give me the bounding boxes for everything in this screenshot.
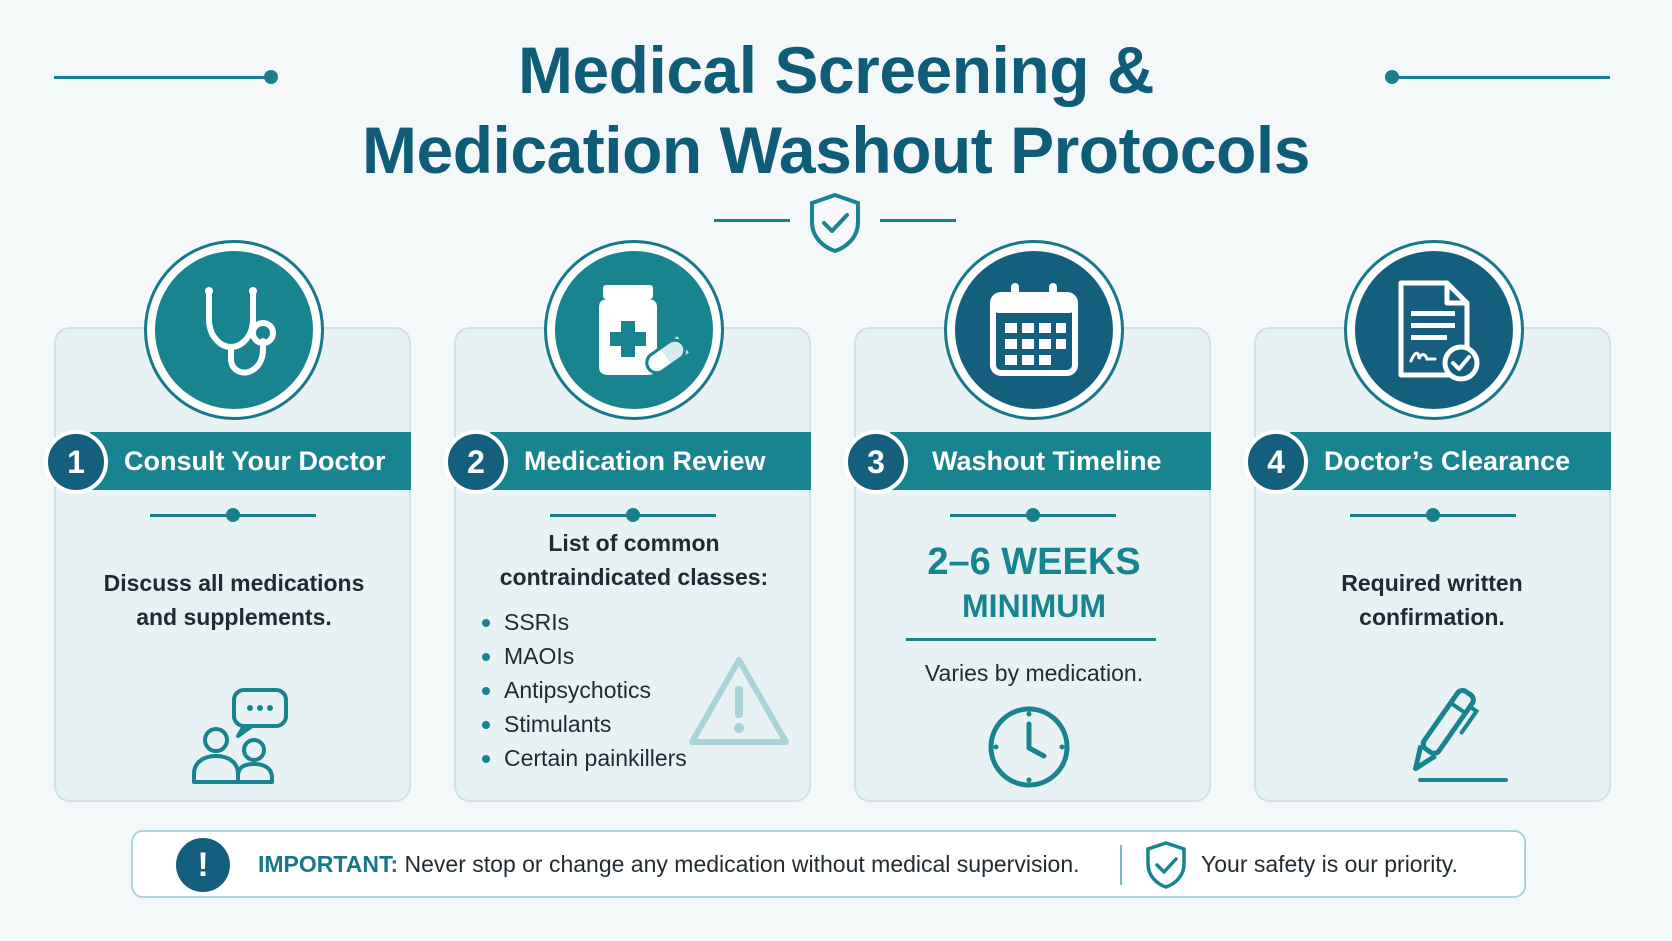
step-3-body: Varies by medication. (924, 660, 1144, 686)
step-2-number: 2 (444, 430, 508, 494)
step-1-icon-circle (144, 240, 324, 420)
washout-duration-minimum: MINIMUM (962, 588, 1106, 624)
step-2-icon-circle (544, 240, 724, 420)
step-4-body: Required written confirmation. (1341, 570, 1523, 630)
shield-check-icon (1146, 841, 1186, 889)
step-4-number: 4 (1244, 430, 1308, 494)
important-label: IMPORTANT: (258, 851, 399, 877)
page-title-line1: Medical Screening & (517, 33, 1155, 107)
people-chat-icon (192, 688, 288, 784)
clock-icon (988, 706, 1070, 788)
step-3-banner: Washout Timeline (890, 432, 1211, 490)
step-1-title: Consult Your Doctor (124, 446, 386, 476)
contraindicated-list: SSRIs MAOIs Antipsychotics Stimulants Ce… (480, 605, 687, 775)
list-item: Stimulants (480, 707, 687, 741)
step-4-banner: Doctor’s Clearance (1290, 432, 1611, 490)
step-1-divider-dot (226, 508, 240, 522)
list-item: SSRIs (480, 605, 687, 639)
safety-text: Your safety is our priority. (1201, 851, 1458, 877)
list-item: Antipsychotics (480, 673, 687, 707)
important-message: Never stop or change any medication with… (404, 851, 1080, 877)
step-3-title: Washout Timeline (932, 446, 1162, 476)
step-4-icon-circle (1344, 240, 1524, 420)
pen-icon (1413, 687, 1508, 782)
step-4-title: Doctor’s Clearance (1324, 446, 1571, 476)
washout-underline (906, 638, 1156, 641)
step-2-divider-dot (626, 508, 640, 522)
medicine-bottle-icon (599, 285, 689, 375)
shield-check-icon (810, 192, 860, 254)
washout-duration-weeks: 2–6 WEEKS (927, 541, 1141, 583)
step-2-banner: Medication Review (490, 432, 811, 490)
step-2-intro: List of common contraindicated classes: (499, 530, 769, 590)
step-3-number: 3 (844, 430, 908, 494)
step-1-banner: Consult Your Doctor (90, 432, 411, 490)
important-text: IMPORTANT: Never stop or change any medi… (258, 847, 1080, 881)
washout-duration: 2–6 WEEKS MINIMUM (874, 540, 1194, 628)
important-notice (131, 830, 1526, 898)
footer-separator (1120, 845, 1122, 885)
list-item: Certain painkillers (480, 741, 687, 775)
step-4-divider-dot (1426, 508, 1440, 522)
calendar-icon (990, 283, 1078, 376)
shield-rule-right (880, 219, 956, 222)
title-rule-right (1392, 76, 1610, 79)
step-1-body: Discuss all medications and supplements. (103, 570, 365, 630)
step-1-number: 1 (44, 430, 108, 494)
title-rule-left-dot (264, 70, 278, 84)
step-3-divider-dot (1026, 508, 1040, 522)
step-3-icon-circle (944, 240, 1124, 420)
shield-rule-left (714, 219, 790, 222)
warning-icon (689, 657, 789, 745)
step-2-title: Medication Review (524, 446, 766, 476)
stethoscope-icon (205, 287, 276, 376)
signed-document-icon (1398, 280, 1480, 382)
page-title: Medical Screening & Medication Washout P… (0, 30, 1672, 190)
page-title-line2: Medication Washout Protocols (362, 113, 1310, 187)
title-rule-left (54, 76, 272, 79)
exclamation-icon: ! (176, 838, 230, 892)
list-item: MAOIs (480, 639, 687, 673)
